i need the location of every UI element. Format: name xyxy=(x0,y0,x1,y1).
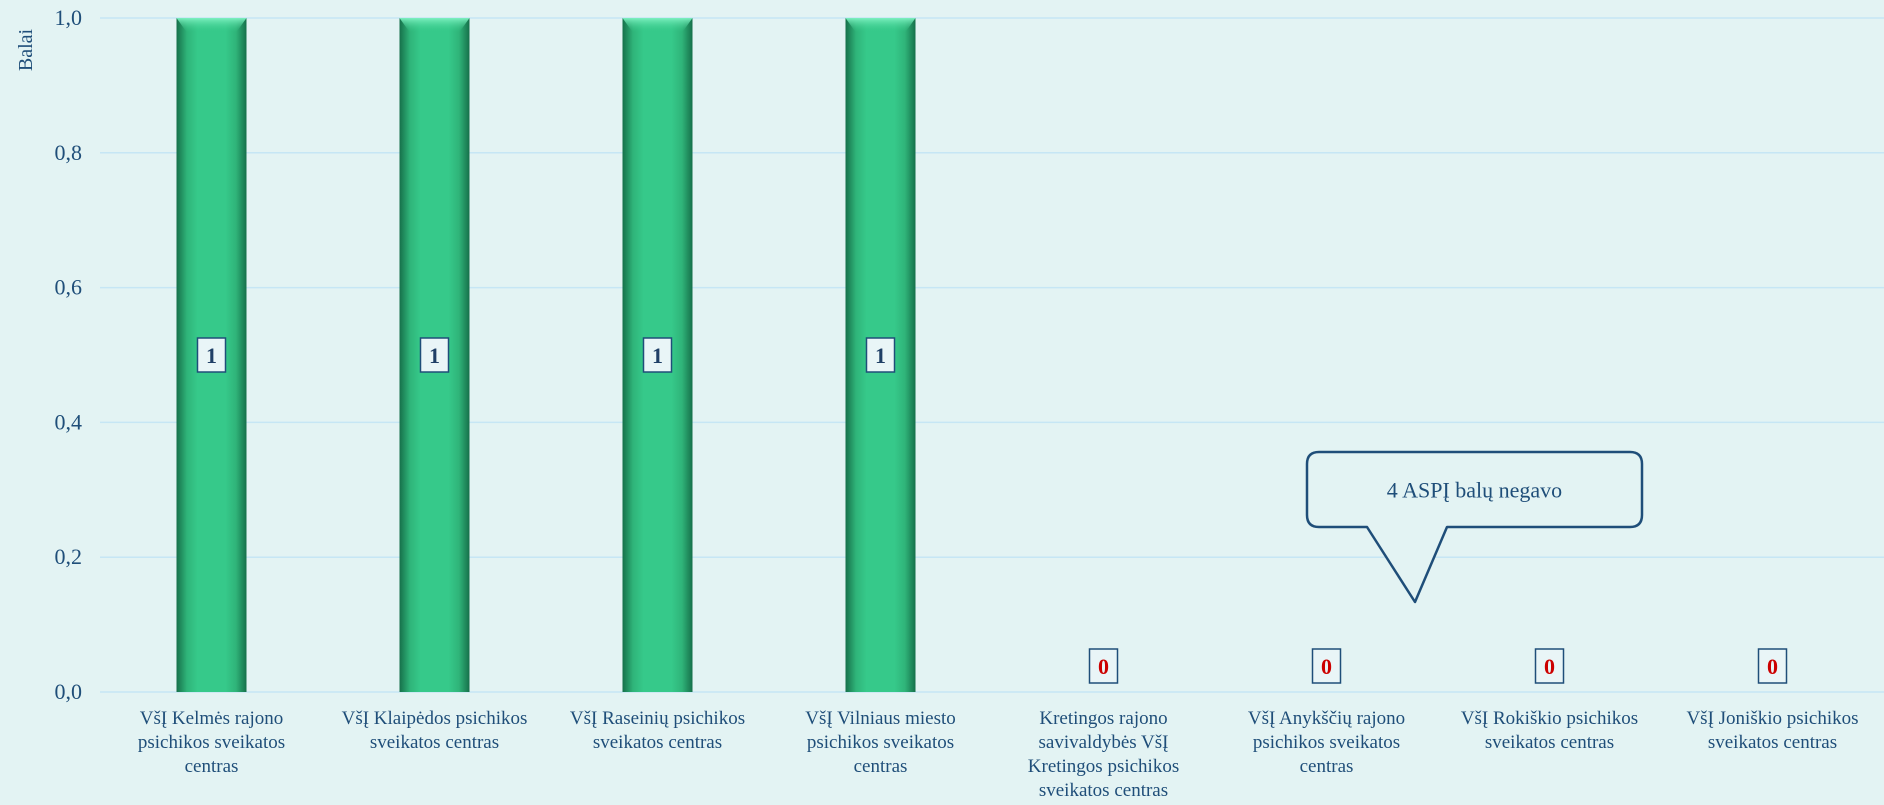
data-label-box xyxy=(1757,648,1788,684)
bar xyxy=(176,18,247,692)
data-label-box xyxy=(865,337,896,373)
category-label-line: centras xyxy=(1300,756,1354,777)
data-label: 1 xyxy=(196,337,227,373)
x-axis-categories: VšĮ Kelmės rajono psichikos sveikatos cent… xyxy=(138,708,1859,801)
callout-text: 4 ASPĮ balų negavo xyxy=(1387,478,1562,503)
category-label-line: VšĮ Anykščių rajono xyxy=(1248,708,1405,729)
data-label-box xyxy=(642,337,673,373)
category-label-line: psichikos sveikatos xyxy=(807,732,954,753)
y-tick-label: 0,6 xyxy=(55,275,83,300)
bar-bevel xyxy=(176,18,247,32)
category-label: VšĮ Rokiškio psichikos sveikatos centras xyxy=(1461,708,1638,753)
data-label-box xyxy=(1534,648,1565,684)
bar-bevel xyxy=(399,18,470,32)
category-label-line: Kretingos rajono xyxy=(1039,708,1167,729)
category-label-line: centras xyxy=(185,756,239,777)
data-label-box xyxy=(1088,648,1119,684)
data-label-text: 0 xyxy=(1767,654,1778,679)
category-label-line: sveikatos centras xyxy=(370,732,499,753)
data-label: 0 xyxy=(1757,648,1788,684)
bar-bevel xyxy=(622,18,693,32)
data-label: 0 xyxy=(1088,648,1119,684)
y-axis-ticks: 0,0 0,2 0,4 0,6 0,8 1,0 xyxy=(55,5,83,704)
data-label-box xyxy=(1311,648,1342,684)
category-label-line: Kretingos psichikos xyxy=(1028,756,1179,777)
gridlines xyxy=(100,17,1884,693)
bar-bevel xyxy=(845,18,916,32)
category-label: VšĮ Vilniaus miesto psichikos sveikatos ce… xyxy=(805,708,956,777)
category-label-line: sveikatos centras xyxy=(1708,732,1837,753)
category-label: Kretingos rajono savivaldybės VšĮ Kretingo… xyxy=(1028,708,1179,800)
data-label-text: 0 xyxy=(1098,654,1109,679)
category-label-line: VšĮ Klaipėdos psichikos xyxy=(342,708,528,729)
data-label: 1 xyxy=(419,337,450,373)
category-label-line: psichikos sveikatos xyxy=(138,732,285,753)
category-label: VšĮ Kelmės rajono psichikos sveikatos cent… xyxy=(138,708,285,777)
category-label: VšĮ Joniškio psichikos sveikatos centras xyxy=(1686,708,1858,753)
category-label-line: VšĮ Rokiškio psichikos xyxy=(1461,708,1638,729)
y-tick-label: 1,0 xyxy=(55,5,83,30)
callout-bubble xyxy=(1305,450,1644,604)
category-label: VšĮ Klaipėdos psichikos sveikatos centras xyxy=(342,708,528,753)
annotation-callout: 4 ASPĮ balų negavo xyxy=(1305,450,1644,604)
data-label-text: 0 xyxy=(1321,654,1332,679)
data-label-text: 0 xyxy=(1544,654,1555,679)
category-label-line: VšĮ Kelmės rajono xyxy=(140,708,284,729)
category-label-line: psichikos sveikatos xyxy=(1253,732,1400,753)
data-label: 1 xyxy=(865,337,896,373)
data-label-text: 1 xyxy=(429,343,440,368)
data-label-box xyxy=(419,337,450,373)
data-label: 1 xyxy=(642,337,673,373)
data-label: 0 xyxy=(1534,648,1565,684)
category-label-line: sveikatos centras xyxy=(1485,732,1614,753)
category-label-line: VšĮ Raseinių psichikos xyxy=(570,708,745,729)
data-label-text: 1 xyxy=(875,343,886,368)
category-label-line: sveikatos centras xyxy=(1039,780,1168,800)
category-label: VšĮ Raseinių psichikos sveikatos centras xyxy=(570,708,745,753)
category-label: VšĮ Anykščių rajono psichikos sveikatos ce… xyxy=(1248,708,1405,777)
data-label-text: 1 xyxy=(206,343,217,368)
category-label-line: savivaldybės VšĮ xyxy=(1039,732,1169,753)
category-label-line: centras xyxy=(854,756,908,777)
data-label-box xyxy=(196,337,227,373)
data-label: 0 xyxy=(1311,648,1342,684)
data-labels: 1 1 1 1 0 0 0 0 xyxy=(196,337,1788,684)
y-tick-label: 0,2 xyxy=(55,544,83,569)
y-tick-label: 0,0 xyxy=(55,679,83,704)
y-tick-label: 0,4 xyxy=(55,409,83,434)
y-tick-label: 0,8 xyxy=(55,140,83,165)
category-label-line: VšĮ Joniškio psichikos xyxy=(1686,708,1858,729)
category-label-line: VšĮ Vilniaus miesto xyxy=(805,708,956,729)
y-axis-label: Balai xyxy=(15,28,37,71)
bars xyxy=(176,18,916,692)
data-label-text: 1 xyxy=(652,343,663,368)
category-label-line: sveikatos centras xyxy=(593,732,722,753)
